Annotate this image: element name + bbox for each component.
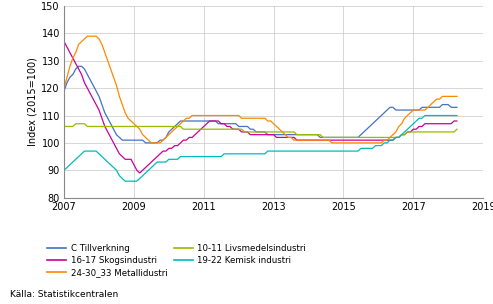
Text: Källa: Statistikcentralen: Källa: Statistikcentralen xyxy=(10,290,118,299)
Y-axis label: Index (2015=100): Index (2015=100) xyxy=(27,57,37,146)
Legend: C Tillverkning, 16-17 Skogsindustri, 24-30_33 Metallidustri, 10-11 Livsmedelsind: C Tillverkning, 16-17 Skogsindustri, 24-… xyxy=(47,244,306,277)
